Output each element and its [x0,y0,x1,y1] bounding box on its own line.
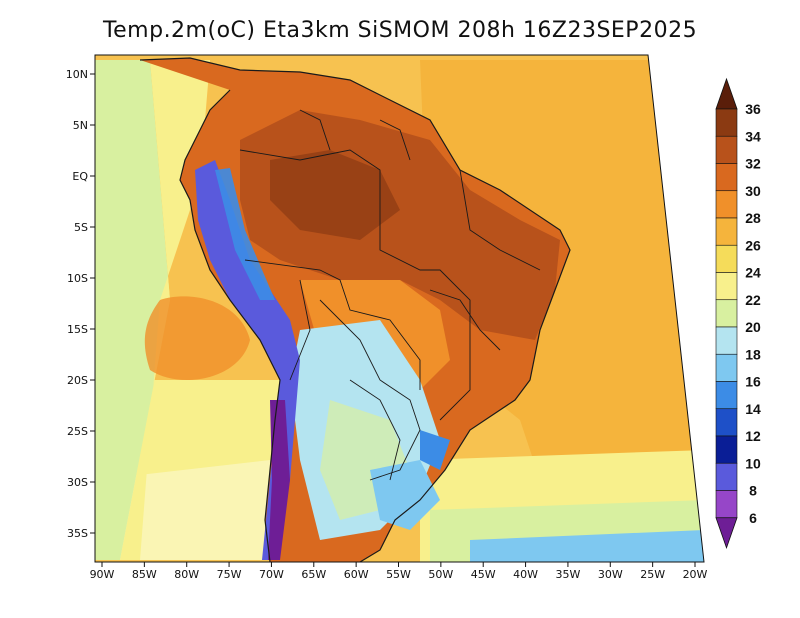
lon-tick-label: 60W [344,568,369,581]
lon-tick-label: 45W [471,568,496,581]
lon-tick-label: 65W [301,568,326,581]
lon-tick-label: 75W [217,568,242,581]
lat-tick-label: 35S [67,527,88,540]
andes-north-cold [215,168,275,300]
colorbar-label: 10 [745,455,761,471]
colorbar-label: 16 [745,374,761,390]
colorbar-label: 18 [745,346,761,362]
colorbar-label: 12 [745,428,761,444]
lat-tick-label: 30S [67,476,88,489]
coastline [139,57,571,562]
lon-tick-label: 40W [513,568,538,581]
colorbar-label: 14 [745,401,761,417]
colorbar-swatch [715,462,738,491]
colorbar-swatch [715,163,738,192]
colorbar-swatch [715,408,738,437]
colorbar-swatch [715,190,738,219]
colorbar-label: 26 [745,237,761,253]
colorbar-swatch [715,272,738,301]
colorbar-label: 6 [749,510,757,526]
rio-grande-cool [370,460,440,530]
colorbar-swatch [715,353,738,382]
colorbar-label: 8 [749,483,757,499]
lon-tick-label: 25W [640,568,665,581]
colorbar-swatch [715,217,738,246]
lon-tick-label: 85W [132,568,157,581]
map-frame [94,54,705,563]
atlantic-cold-zone [470,530,704,562]
lon-tick-label: 90W [90,568,115,581]
lon-tick-label: 50W [428,568,453,581]
colorbar-label: 32 [745,156,761,172]
colorbar-swatch [715,299,738,328]
colorbar-label: 30 [745,183,761,199]
colorbar-swatch [715,381,738,410]
colorbar-label: 28 [745,210,761,226]
lon-tick-label: 30W [598,568,623,581]
colorbar-swatch [715,244,738,273]
lon-tick-label: 70W [259,568,284,581]
lat-tick-label: 10N [66,68,88,81]
country-borders [239,109,541,481]
colorbar-label: 22 [745,292,761,308]
lon-tick-label: 80W [174,568,199,581]
temperature-field [95,55,704,562]
colorbar: 36 34 32 30 28 26 24 22 20 18 16 14 12 10 8 6 [715,77,761,549]
lon-tick-label: 20W [683,568,708,581]
colorbar-swatch [715,490,738,519]
longitude-axis: 90W 85W 80W 75W 70W 65W 60W 55W 50W 45W 40W 35W 30W 2… [90,562,708,581]
lat-tick-label: 20S [67,374,88,387]
colorbar-label: 24 [745,265,761,281]
lon-tick-label: 35W [555,568,580,581]
lat-tick-label: 15S [67,323,88,336]
serra-cold [420,430,450,470]
colorbar-label: 36 [745,101,761,117]
lat-tick-label: EQ [72,170,88,183]
colorbar-top-arrow [715,77,738,110]
lat-tick-label: 5N [73,119,88,132]
lat-tick-label: 25S [67,425,88,438]
colorbar-bottom-arrow [715,517,738,549]
lat-tick-label: 5S [74,221,88,234]
lon-tick-label: 55W [386,568,411,581]
pacific-warm-patch [144,296,250,380]
colorbar-swatch [715,135,738,164]
colorbar-swatch [715,108,738,137]
colorbar-swatch [715,326,738,355]
pacific-edge-zone [95,60,170,560]
hottest-core [270,150,400,240]
latitude-axis: 10N 5N EQ 5S 10S 15S 20S 25S 30S 35S [66,68,95,540]
map-title: Temp.2m(oC) Eta3km SiSMOM 208h 16Z23SEP2… [102,18,698,43]
lat-tick-label: 10S [67,272,88,285]
colorbar-swatch [715,435,738,464]
colorbar-label: 34 [745,128,761,144]
colorbar-label: 20 [745,319,761,335]
